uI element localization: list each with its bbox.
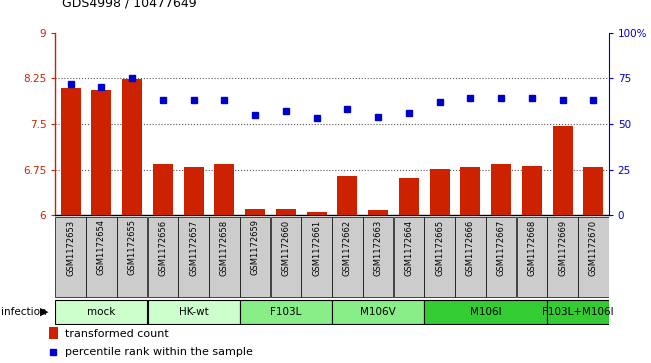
FancyBboxPatch shape — [209, 217, 240, 297]
Bar — [337, 176, 357, 215]
FancyBboxPatch shape — [455, 217, 486, 297]
FancyBboxPatch shape — [332, 217, 363, 297]
Bar — [122, 79, 142, 215]
Text: GSM1172668: GSM1172668 — [527, 219, 536, 276]
Text: percentile rank within the sample: percentile rank within the sample — [65, 347, 253, 357]
Text: GSM1172659: GSM1172659 — [251, 219, 260, 276]
Text: GSM1172660: GSM1172660 — [281, 219, 290, 276]
FancyBboxPatch shape — [424, 217, 455, 297]
Text: GSM1172669: GSM1172669 — [558, 219, 567, 276]
Bar — [460, 167, 480, 215]
Text: ▶: ▶ — [40, 307, 49, 317]
FancyBboxPatch shape — [240, 217, 270, 297]
FancyBboxPatch shape — [424, 300, 547, 324]
FancyBboxPatch shape — [55, 217, 86, 297]
Bar — [61, 88, 81, 215]
Text: HK-wt: HK-wt — [179, 307, 208, 317]
FancyBboxPatch shape — [240, 300, 332, 324]
Text: GSM1172657: GSM1172657 — [189, 219, 198, 276]
FancyBboxPatch shape — [578, 217, 609, 297]
FancyBboxPatch shape — [117, 217, 147, 297]
FancyBboxPatch shape — [394, 217, 424, 297]
Text: GSM1172661: GSM1172661 — [312, 219, 321, 276]
FancyBboxPatch shape — [271, 217, 301, 297]
Bar — [184, 167, 204, 215]
FancyBboxPatch shape — [148, 300, 240, 324]
FancyBboxPatch shape — [148, 217, 178, 297]
Bar — [214, 164, 234, 215]
Bar — [91, 90, 111, 215]
Text: GSM1172654: GSM1172654 — [97, 219, 106, 276]
Text: transformed count: transformed count — [65, 329, 169, 339]
Text: mock: mock — [87, 307, 116, 317]
Bar — [307, 212, 327, 215]
FancyBboxPatch shape — [332, 300, 424, 324]
Bar — [368, 211, 388, 215]
FancyBboxPatch shape — [547, 300, 609, 324]
FancyBboxPatch shape — [486, 217, 516, 297]
Bar — [276, 209, 296, 215]
Bar — [49, 327, 58, 339]
Text: GDS4998 / 10477649: GDS4998 / 10477649 — [62, 0, 197, 9]
Text: GSM1172663: GSM1172663 — [374, 219, 383, 276]
Text: infection: infection — [1, 307, 47, 317]
Text: GSM1172666: GSM1172666 — [466, 219, 475, 276]
Text: GSM1172664: GSM1172664 — [404, 219, 413, 276]
Text: M106I: M106I — [470, 307, 501, 317]
Bar — [553, 126, 573, 215]
Text: M106V: M106V — [360, 307, 396, 317]
FancyBboxPatch shape — [301, 217, 332, 297]
Text: GSM1172653: GSM1172653 — [66, 219, 76, 276]
Text: GSM1172667: GSM1172667 — [497, 219, 506, 276]
FancyBboxPatch shape — [55, 300, 147, 324]
Bar — [153, 164, 173, 215]
Text: GSM1172670: GSM1172670 — [589, 219, 598, 276]
FancyBboxPatch shape — [178, 217, 209, 297]
FancyBboxPatch shape — [86, 217, 117, 297]
Text: GSM1172662: GSM1172662 — [343, 219, 352, 276]
Text: GSM1172658: GSM1172658 — [220, 219, 229, 276]
Bar — [399, 178, 419, 215]
Bar — [583, 167, 603, 215]
FancyBboxPatch shape — [517, 217, 547, 297]
Bar — [522, 166, 542, 215]
Bar — [430, 169, 450, 215]
Bar — [491, 164, 511, 215]
Text: GSM1172656: GSM1172656 — [158, 219, 167, 276]
FancyBboxPatch shape — [363, 217, 393, 297]
Text: F103L+M106I: F103L+M106I — [542, 307, 614, 317]
Bar — [245, 209, 265, 215]
Text: F103L: F103L — [270, 307, 301, 317]
FancyBboxPatch shape — [547, 217, 578, 297]
Text: GSM1172665: GSM1172665 — [435, 219, 444, 276]
Text: GSM1172655: GSM1172655 — [128, 219, 137, 276]
